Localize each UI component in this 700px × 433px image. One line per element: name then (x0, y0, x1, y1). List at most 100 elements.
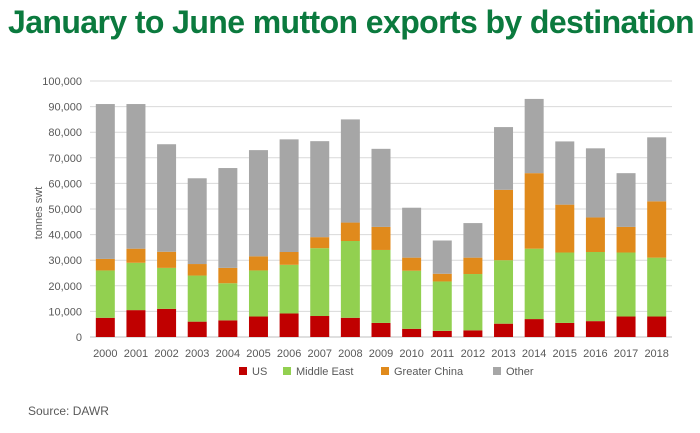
bar-us-2013 (494, 323, 514, 337)
bar-greater-china-2004 (218, 267, 238, 284)
bar-greater-china-2013 (494, 189, 514, 261)
bar-us-2000 (95, 317, 115, 337)
x-axis-tick-labels: 2000 2001 2002 2003 2004 2005 2006 2007 2008 2009… (93, 348, 669, 360)
bar-us-2007 (310, 316, 330, 337)
stacked-bar-chart: 0 10,000 20,000 30,000 40,000 50,000 60,000 70,… (33, 76, 672, 378)
bar-greater-china-2015 (555, 204, 575, 253)
x-tick-label: 2013 (491, 348, 515, 360)
bar-middle-east-2004 (218, 283, 238, 321)
bar-middle-east-2013 (494, 260, 514, 324)
bar-middle-east-2011 (432, 281, 452, 331)
bar-other-2004 (218, 168, 238, 268)
y-tick-label: 50,000 (48, 204, 82, 216)
bar-us-2017 (616, 316, 636, 337)
bar-us-2004 (218, 320, 238, 337)
bar-greater-china-2011 (432, 273, 452, 282)
bar-middle-east-2005 (248, 270, 268, 317)
x-tick-label: 2015 (553, 348, 577, 360)
bar-middle-east-2016 (585, 252, 605, 322)
bar-us-2018 (647, 316, 667, 337)
x-tick-label: 2012 (461, 348, 485, 360)
bar-us-2002 (157, 308, 177, 337)
bar-other-2011 (432, 240, 452, 274)
bar-us-2001 (126, 310, 146, 337)
legend-label: Middle East (296, 366, 353, 378)
x-tick-label: 2010 (399, 348, 423, 360)
y-tick-label: 60,000 (48, 178, 82, 190)
bar-us-2008 (340, 317, 360, 337)
bar-other-2014 (524, 98, 544, 174)
bar-greater-china-2005 (248, 256, 268, 271)
bar-greater-china-2018 (647, 201, 667, 258)
y-tick-label: 10,000 (48, 306, 82, 318)
x-tick-label: 2016 (583, 348, 607, 360)
y-tick-label: 70,000 (48, 153, 82, 165)
bar-greater-china-2017 (616, 226, 636, 253)
y-tick-label: 20,000 (48, 281, 82, 293)
bar-greater-china-2009 (371, 226, 391, 250)
bar-us-2003 (187, 321, 207, 337)
bar-other-2013 (494, 127, 514, 190)
y-tick-label: 0 (76, 332, 82, 344)
legend-swatch (493, 367, 501, 375)
bar-middle-east-2018 (647, 257, 667, 317)
bar-middle-east-2010 (402, 270, 422, 329)
bar-middle-east-2006 (279, 264, 299, 314)
bar-greater-china-2016 (585, 217, 605, 253)
bar-greater-china-2006 (279, 252, 299, 265)
bar-other-2006 (279, 139, 299, 253)
bar-other-2016 (585, 148, 605, 218)
x-tick-label: 2000 (93, 348, 117, 360)
bar-greater-china-2000 (95, 258, 115, 271)
x-tick-label: 2008 (338, 348, 362, 360)
bar-middle-east-2017 (616, 252, 636, 317)
x-tick-label: 2001 (124, 348, 148, 360)
legend-label: Greater China (394, 366, 464, 378)
y-tick-label: 90,000 (48, 102, 82, 114)
bar-other-2007 (310, 141, 330, 238)
bar-other-2010 (402, 207, 422, 258)
bar-us-2016 (585, 321, 605, 337)
bar-middle-east-2014 (524, 248, 544, 320)
bar-other-2008 (340, 119, 360, 223)
x-tick-label: 2017 (614, 348, 638, 360)
y-tick-label: 40,000 (48, 230, 82, 242)
bar-other-2001 (126, 104, 146, 249)
bar-other-2015 (555, 141, 575, 205)
bar-middle-east-2000 (95, 270, 115, 318)
chart-title: January to June mutton exports by destin… (8, 4, 695, 40)
x-tick-label: 2018 (644, 348, 668, 360)
bar-us-2006 (279, 313, 299, 337)
y-tick-label: 100,000 (42, 76, 82, 88)
bar-greater-china-2014 (524, 173, 544, 249)
bar-greater-china-2001 (126, 248, 146, 263)
legend-swatch (381, 367, 389, 375)
y-tick-label: 30,000 (48, 255, 82, 267)
bar-greater-china-2008 (340, 222, 360, 241)
bar-other-2017 (616, 173, 636, 227)
bar-middle-east-2008 (340, 241, 360, 318)
bar-middle-east-2007 (310, 248, 330, 317)
x-tick-label: 2011 (430, 348, 454, 360)
bar-greater-china-2002 (157, 251, 177, 268)
x-tick-label: 2004 (216, 348, 240, 360)
y-axis-label: tonnes swt (33, 187, 45, 240)
bar-greater-china-2007 (310, 237, 330, 249)
bar-other-2003 (187, 178, 207, 265)
bar-middle-east-2001 (126, 262, 146, 311)
x-tick-label: 2005 (246, 348, 270, 360)
bar-middle-east-2009 (371, 249, 391, 323)
bar-middle-east-2015 (555, 252, 575, 323)
source-note: Source: DAWR (28, 404, 109, 418)
bar-greater-china-2003 (187, 264, 207, 276)
x-tick-label: 2009 (369, 348, 393, 360)
x-tick-label: 2003 (185, 348, 209, 360)
x-tick-label: 2006 (277, 348, 301, 360)
x-tick-label: 2014 (522, 348, 546, 360)
bar-us-2014 (524, 319, 544, 337)
bar-middle-east-2003 (187, 275, 207, 322)
legend-label: Other (506, 366, 534, 378)
legend-label: US (252, 366, 267, 378)
bar-other-2002 (157, 144, 177, 252)
bar-us-2005 (248, 316, 268, 337)
